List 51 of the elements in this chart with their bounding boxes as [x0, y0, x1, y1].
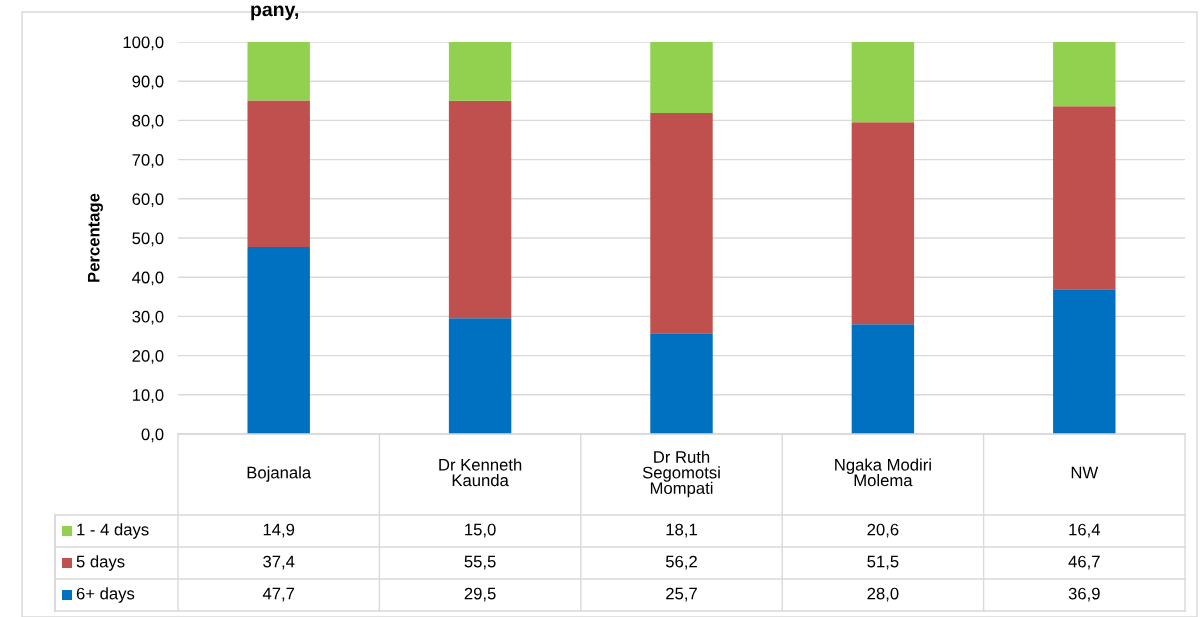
data-label: 18,1	[666, 523, 697, 538]
x-tick-label: Dr Ruth Segomotsi Mompati	[642, 450, 720, 498]
bar	[247, 247, 310, 434]
bar	[650, 333, 713, 434]
data-label: 25,7	[666, 587, 697, 602]
y-tick-label: 40,0	[132, 271, 164, 286]
data-label: 47,7	[262, 587, 295, 602]
bar	[247, 100, 310, 248]
x-tick-label: Ngaka Modiri Molema	[835, 458, 931, 487]
data-label: 51,5	[867, 555, 899, 570]
y-tick-label: 70,0	[132, 154, 164, 168]
bar	[247, 42, 310, 101]
data-label: 55,5	[464, 555, 496, 570]
bar	[1053, 106, 1116, 290]
data-label: 36,9	[1068, 587, 1100, 602]
data-label: 14,9	[263, 523, 295, 538]
data-label: 20,6	[867, 523, 899, 538]
data-label: 29,5	[464, 587, 496, 602]
bar	[448, 42, 512, 101]
legend-label: 1 - 4 days	[77, 523, 149, 539]
data-label: 15,0	[465, 523, 496, 538]
bar	[448, 100, 512, 319]
data-label: 16,4	[1069, 523, 1101, 538]
data-label: 46,7	[1068, 555, 1100, 570]
y-tick-label: 90,0	[132, 75, 164, 90]
bar	[448, 318, 512, 434]
bar	[851, 122, 915, 325]
bar	[650, 112, 713, 334]
bar	[1053, 42, 1116, 107]
x-tick-label: Dr Kenneth Kaunda	[439, 458, 522, 487]
data-label: 37,4	[263, 555, 295, 570]
data-label: 56,2	[665, 555, 697, 570]
y-tick-label: 100,0	[123, 36, 164, 51]
x-tick-label: Bojanala	[247, 466, 312, 482]
y-tick-label: 20,0	[132, 350, 164, 364]
bar	[1053, 289, 1116, 434]
y-tick-label: 80,0	[132, 114, 164, 129]
y-tick-label: 60,0	[132, 193, 164, 207]
legend-label: 5 days	[76, 555, 125, 571]
bar	[650, 42, 713, 113]
y-tick-label: 50,0	[132, 232, 164, 247]
y-axis-title: Percentage	[87, 193, 103, 282]
y-tick-label: 30,0	[132, 310, 164, 325]
bar	[851, 42, 915, 123]
data-label: 28,0	[867, 587, 899, 602]
x-tick-label: NW	[1071, 466, 1099, 479]
y-tick-label: 0,0	[141, 428, 164, 443]
bar	[851, 324, 915, 434]
chart-title: pany,	[251, 5, 299, 21]
legend-label: 6+ days	[76, 587, 135, 603]
y-tick-label: 10,0	[132, 389, 164, 403]
